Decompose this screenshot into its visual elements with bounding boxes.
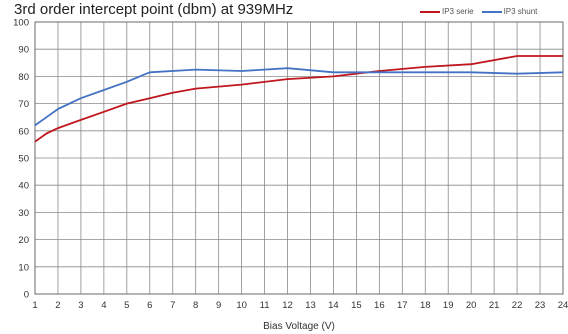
x-tick-label: 24	[558, 300, 568, 311]
y-tick-label: 0	[24, 290, 29, 301]
legend-swatch-shunt	[481, 10, 502, 13]
legend-item-serie: IP3 serie	[420, 7, 474, 16]
x-tick-label: 4	[101, 300, 106, 311]
x-axis-label: Bias Voltage (V)	[263, 321, 335, 332]
y-tick-label: 20	[18, 235, 29, 246]
chart-title: 3rd order intercept point (dbm) at 939MH…	[14, 1, 294, 18]
x-tick-label: 3	[78, 300, 83, 311]
legend-label-serie: IP3 serie	[442, 7, 474, 16]
x-tick-label: 22	[512, 300, 523, 311]
x-tick-label: 17	[397, 300, 408, 311]
x-tick-label: 23	[535, 300, 546, 311]
x-tick-label: 9	[216, 300, 221, 311]
x-tick-label: 8	[193, 300, 198, 311]
legend-label-shunt: IP3 shunt	[503, 7, 538, 16]
x-tick-label: 7	[170, 300, 175, 311]
x-tick-label: 1	[32, 300, 37, 311]
y-tick-label: 30	[18, 208, 29, 219]
x-tick-label: 10	[236, 300, 247, 311]
series-line-ip3-shunt	[34, 67, 564, 127]
plot-border	[34, 21, 564, 295]
y-tick-label: 60	[18, 126, 29, 137]
x-tick-label: 14	[328, 300, 339, 311]
x-tick-label: 15	[351, 300, 362, 311]
x-tick-label: 5	[124, 300, 129, 311]
x-tick-label: 21	[489, 300, 500, 311]
series-line-ip3-serie	[34, 55, 563, 143]
x-tick-label: 20	[466, 300, 477, 311]
x-tick-label: 11	[260, 300, 270, 311]
legend-item-shunt: IP3 shunt	[481, 7, 538, 16]
x-tick-label: 6	[147, 300, 152, 311]
x-tick-label: 18	[420, 300, 431, 311]
legend-swatch-serie	[420, 10, 440, 13]
y-tick-label: 50	[18, 154, 29, 165]
y-tick-label: 100	[13, 18, 29, 29]
y-tick-label: 10	[18, 262, 29, 273]
y-tick-label: 80	[18, 72, 29, 83]
x-tick-label: 12	[282, 300, 293, 311]
x-tick-label: 13	[305, 300, 316, 311]
y-tick-label: 70	[18, 99, 29, 110]
x-tick-label: 19	[443, 300, 454, 311]
x-tick-label: 2	[55, 300, 60, 311]
y-tick-label: 90	[18, 45, 29, 56]
x-tick-label: 16	[374, 300, 385, 311]
y-tick-label: 40	[18, 181, 29, 192]
legend: IP3 serie IP3 shunt	[420, 7, 537, 16]
